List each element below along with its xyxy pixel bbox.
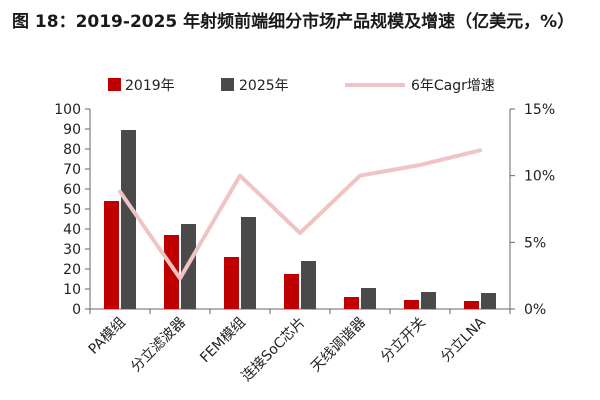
- legend-label-2025: 2025年: [239, 78, 289, 94]
- bar-2025: [421, 292, 436, 309]
- left-tick-label: 10: [63, 282, 81, 298]
- cagr-line: [118, 148, 482, 281]
- left-tick-label: 80: [63, 142, 81, 158]
- category-label: 分立开关: [378, 315, 429, 366]
- legend: 2019年 2025年 6年Cagr增速: [108, 78, 495, 94]
- legend-swatch-2019: [108, 78, 121, 91]
- left-tick-label: 50: [63, 202, 81, 218]
- left-tick-label: 100: [54, 102, 81, 118]
- bar-2025: [301, 261, 316, 309]
- left-tick-label: 40: [63, 222, 81, 238]
- bar-2025: [361, 288, 376, 309]
- right-tick-label: 10%: [524, 169, 555, 185]
- category-label: 连接SoC芯片: [238, 314, 309, 385]
- bars: [104, 130, 496, 309]
- category-label: PA模组: [86, 315, 129, 358]
- legend-label-2019: 2019年: [125, 78, 175, 94]
- bar-2019: [464, 301, 479, 309]
- legend-swatch-2025: [221, 78, 234, 91]
- bar-2025: [241, 217, 256, 309]
- bar-2019: [164, 235, 179, 309]
- legend-label-cagr: 6年Cagr增速: [411, 78, 495, 94]
- category-label: 天线调谐器: [308, 315, 369, 376]
- bar-2019: [404, 300, 419, 309]
- bar-2019: [224, 257, 239, 309]
- left-tick-label: 30: [63, 242, 81, 258]
- chart-title: 图 18：2019-2025 年射频前端细分市场产品规模及增速（亿美元，%）: [12, 12, 575, 32]
- left-tick-label: 0: [72, 302, 81, 318]
- left-tick-label: 60: [63, 182, 81, 198]
- bar-2019: [284, 274, 299, 309]
- right-tick-label: 5%: [524, 235, 546, 251]
- category-label: 分立滤波器: [128, 315, 189, 376]
- right-tick-label: 0%: [524, 302, 546, 318]
- right-tick-label: 15%: [524, 102, 555, 118]
- bar-2019: [344, 297, 359, 309]
- left-tick-label: 90: [63, 122, 81, 138]
- left-tick-label: 70: [63, 162, 81, 178]
- category-label: FEM模组: [197, 315, 249, 367]
- bar-2019: [104, 201, 119, 309]
- left-tick-label: 20: [63, 262, 81, 278]
- cagr-series-line: [118, 148, 482, 281]
- bar-2025: [481, 293, 496, 309]
- axes: 0 10 20 30 40 50 60 70 80 90 100 0% 5% 10% 15%: [54, 102, 555, 318]
- bar-2025: [121, 130, 136, 309]
- category-label: 分立LNA: [438, 314, 489, 365]
